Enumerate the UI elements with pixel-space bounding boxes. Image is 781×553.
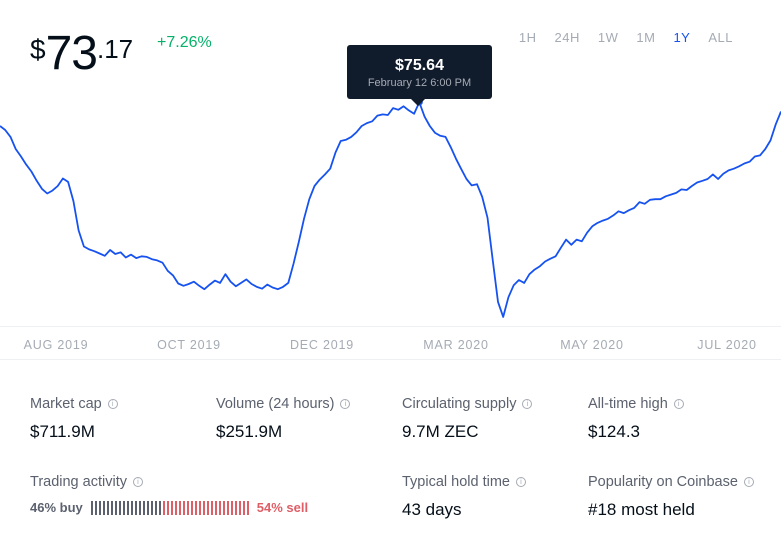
x-tick-label: OCT 2019 <box>157 338 221 352</box>
range-1m[interactable]: 1M <box>636 30 656 45</box>
stat-typical-hold-time: Typical hold time i 43 days <box>402 474 526 520</box>
range-all[interactable]: ALL <box>708 30 733 45</box>
price-currency: $ <box>30 34 46 65</box>
sell-tick <box>242 500 245 515</box>
price-tooltip: $75.64 February 12 6:00 PM <box>347 45 492 106</box>
sell-tick <box>190 500 193 515</box>
stat-market-cap: Market cap i $711.9M <box>30 396 118 442</box>
tooltip-arrow <box>411 99 425 106</box>
sell-tick <box>246 500 249 515</box>
stat-value: $124.3 <box>588 422 640 441</box>
x-tick-label: AUG 2019 <box>23 338 89 352</box>
info-icon[interactable]: i <box>132 477 143 487</box>
sell-tick <box>230 500 233 515</box>
buy-tick <box>106 500 109 515</box>
price-chart[interactable] <box>0 98 781 325</box>
buy-tick <box>94 500 97 515</box>
sell-tick <box>218 500 221 515</box>
range-1h[interactable]: 1H <box>518 30 537 45</box>
sell-tick <box>222 500 225 515</box>
stat-label: Volume (24 hours) <box>216 396 335 412</box>
stat-label: Market cap <box>30 396 102 412</box>
sell-tick <box>202 500 205 515</box>
stat-value: 43 days <box>402 500 462 519</box>
stat-label: Circulating supply <box>402 396 517 412</box>
info-icon[interactable]: i <box>673 399 684 409</box>
sell-tick <box>182 500 185 515</box>
sell-percent: 54% sell <box>256 500 309 515</box>
sell-tick <box>178 500 181 515</box>
stat-label: Typical hold time <box>402 474 510 490</box>
stat-value: $251.9M <box>216 422 283 441</box>
buy-tick <box>146 500 149 515</box>
stat-label: All-time high <box>588 396 668 412</box>
tooltip-date: February 12 6:00 PM <box>367 77 472 89</box>
sell-tick <box>234 500 237 515</box>
buy-tick <box>134 500 137 515</box>
x-tick-label: DEC 2019 <box>289 338 355 352</box>
buy-tick <box>114 500 117 515</box>
buy-tick <box>138 500 141 515</box>
buy-sell-meter <box>90 500 249 515</box>
buy-tick <box>122 500 125 515</box>
buy-tick <box>150 500 153 515</box>
stat-value: $711.9M <box>30 422 95 441</box>
sell-tick <box>174 500 177 515</box>
stat-popularity: Popularity on Coinbase i #18 most held <box>588 474 754 520</box>
sell-tick <box>170 500 173 515</box>
buy-tick <box>158 500 161 515</box>
price-change: +7.26% <box>157 34 212 51</box>
sell-tick <box>194 500 197 515</box>
buy-tick <box>90 500 93 515</box>
x-tick-label: JUL 2020 <box>697 338 757 352</box>
buy-tick <box>110 500 113 515</box>
info-icon[interactable]: i <box>522 399 533 409</box>
x-axis: AUG 2019 OCT 2019 DEC 2019 MAR 2020 MAY … <box>0 326 781 360</box>
buy-tick <box>126 500 129 515</box>
buy-tick <box>102 500 105 515</box>
info-icon[interactable]: i <box>516 477 526 487</box>
info-icon[interactable]: i <box>340 399 351 409</box>
sell-tick <box>198 500 201 515</box>
sell-tick <box>166 500 169 515</box>
tooltip-value: $75.64 <box>395 57 444 74</box>
sell-tick <box>162 500 165 515</box>
time-range-selector: 1H 24H 1W 1M 1Y ALL <box>510 30 742 45</box>
buy-tick <box>130 500 133 515</box>
buy-tick <box>118 500 121 515</box>
stat-all-time-high: All-time high i $124.3 <box>588 396 684 442</box>
stat-circulating-supply: Circulating supply i 9.7M ZEC <box>402 396 533 442</box>
range-24h[interactable]: 24H <box>554 30 580 45</box>
price-line <box>0 101 781 318</box>
stat-label: Trading activity <box>30 474 127 490</box>
sell-tick <box>214 500 217 515</box>
current-price: $ 73 .17 <box>30 30 133 78</box>
buy-tick <box>142 500 145 515</box>
range-1w[interactable]: 1W <box>597 30 619 45</box>
buy-tick <box>154 500 157 515</box>
x-tick-label: MAR 2020 <box>423 338 489 352</box>
stat-trading-activity: Trading activity i <box>30 474 143 490</box>
stat-value: 9.7M ZEC <box>402 422 479 441</box>
sell-tick <box>226 500 229 515</box>
stat-label: Popularity on Coinbase <box>588 474 738 490</box>
range-1y[interactable]: 1Y <box>673 30 691 45</box>
sell-tick <box>186 500 189 515</box>
stat-volume: Volume (24 hours) i $251.9M <box>216 396 351 442</box>
info-icon[interactable]: i <box>107 399 118 409</box>
price-integer: 73 <box>45 27 98 80</box>
sell-tick <box>210 500 213 515</box>
x-tick-label: MAY 2020 <box>560 338 624 352</box>
info-icon[interactable]: i <box>743 477 754 487</box>
buy-percent: 46% buy <box>30 500 83 515</box>
stat-value: #18 most held <box>588 500 695 519</box>
sell-tick <box>238 500 241 515</box>
price-decimal: .17 <box>96 34 134 64</box>
trading-activity-bar: 46% buy 54% sell <box>30 500 308 515</box>
sell-tick <box>206 500 209 515</box>
buy-tick <box>98 500 101 515</box>
